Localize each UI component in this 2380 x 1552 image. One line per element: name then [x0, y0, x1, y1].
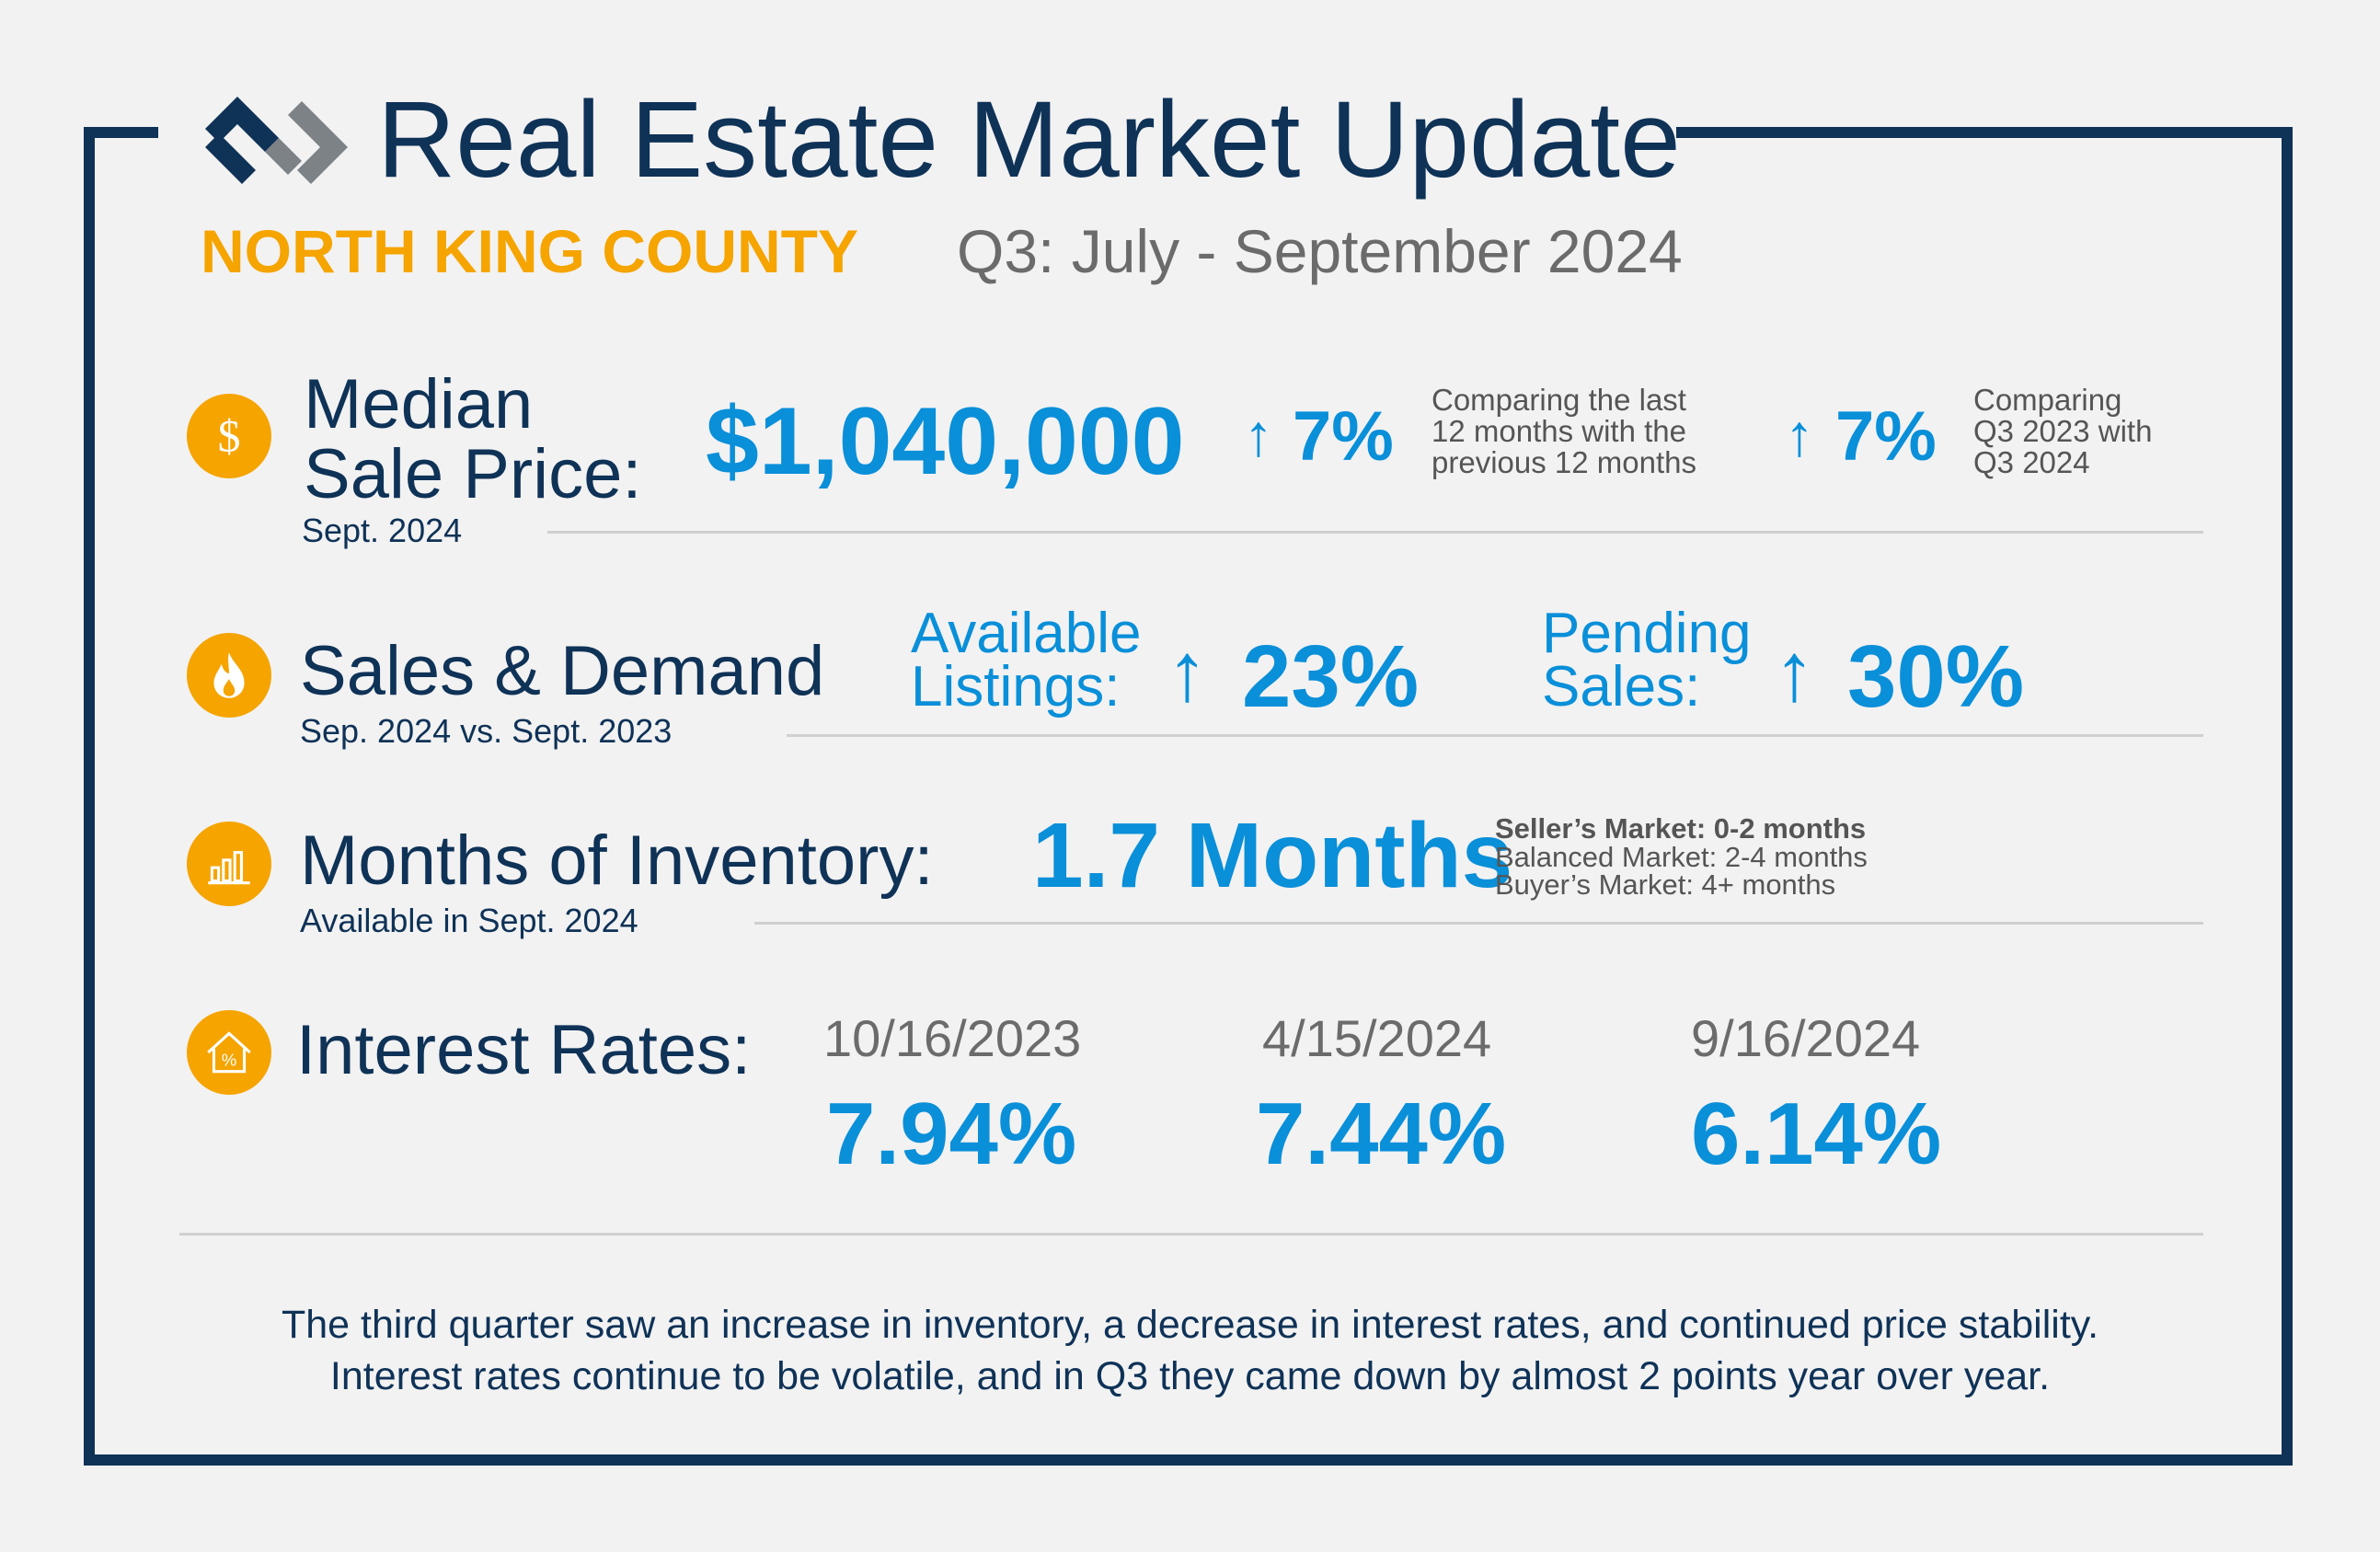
sales-label: Sales & Demand	[300, 632, 825, 710]
flame-icon	[187, 633, 271, 718]
arrow-up-icon: ↑	[1785, 402, 1814, 468]
summary-line1: The third quarter saw an increase in inv…	[281, 1303, 2099, 1347]
arrow-up-icon: ↑	[1774, 627, 1815, 719]
median-sub: Sept. 2024	[302, 512, 463, 549]
median-change-q3: 7%	[1835, 397, 1937, 476]
divider	[787, 734, 2203, 737]
house-percent-icon: %	[187, 1010, 271, 1095]
pending-change: 30%	[1847, 627, 2025, 726]
listings-label-line1: Available	[911, 602, 1142, 665]
logo-icon	[191, 92, 352, 184]
period-label: Q3: July - September 2024	[957, 217, 1683, 285]
buyers-market-note: Buyer’s Market: 4+ months	[1495, 868, 1836, 901]
inventory-label: Months of Inventory:	[300, 822, 934, 900]
arrow-up-icon: ↑	[1244, 402, 1273, 468]
sellers-market-note: Seller’s Market: 0-2 months	[1495, 812, 1867, 845]
page-title: Real Estate Market Update	[377, 79, 1681, 201]
rate-date: 9/16/2024	[1691, 1009, 1921, 1067]
divider	[547, 531, 2203, 534]
median-change-12mo: 7%	[1293, 397, 1394, 476]
pending-label-line2: Sales:	[1542, 655, 1701, 719]
median-note1-line2: 12 months with the	[1431, 414, 1686, 448]
divider	[179, 1233, 2203, 1236]
inventory-sub: Available in Sept. 2024	[300, 902, 638, 939]
divider	[754, 922, 2203, 925]
dollar-icon: $	[187, 394, 271, 478]
median-value: $1,040,000	[706, 388, 1185, 495]
balanced-market-note: Balanced Market: 2-4 months	[1495, 841, 1868, 873]
median-note2-line1: Comparing	[1973, 383, 2122, 417]
rate-value: 7.44%	[1256, 1085, 1507, 1183]
svg-text:$: $	[218, 411, 241, 462]
listings-label-line2: Listings:	[911, 655, 1121, 719]
median-label-line1: Median	[304, 365, 534, 443]
median-note1-line3: previous 12 months	[1431, 445, 1696, 479]
region-label: NORTH KING COUNTY	[201, 217, 858, 285]
rate-value: 7.94%	[826, 1085, 1077, 1183]
arrow-up-icon: ↑	[1167, 627, 1208, 719]
rate-date: 10/16/2023	[823, 1009, 1082, 1067]
listings-change: 23%	[1242, 627, 1420, 726]
median-note2-line3: Q3 2024	[1973, 445, 2090, 479]
bar-chart-icon	[187, 822, 271, 906]
rate-value: 6.14%	[1691, 1085, 1942, 1183]
pending-label-line1: Pending	[1542, 602, 1752, 665]
svg-text:%: %	[222, 1050, 237, 1069]
sales-sub: Sep. 2024 vs. Sept. 2023	[300, 712, 673, 750]
inventory-value: 1.7 Months	[1032, 804, 1513, 907]
title-gap	[158, 55, 1676, 212]
border-frame	[84, 127, 2293, 1466]
median-note1-line1: Comparing the last	[1431, 383, 1686, 417]
rate-date: 4/15/2024	[1262, 1009, 1492, 1067]
median-note2-line2: Q3 2023 with	[1973, 414, 2153, 448]
rates-label: Interest Rates:	[296, 1011, 752, 1089]
summary-line2: Interest rates continue to be volatile, …	[329, 1354, 2051, 1398]
median-label-line2: Sale Price:	[304, 435, 642, 513]
